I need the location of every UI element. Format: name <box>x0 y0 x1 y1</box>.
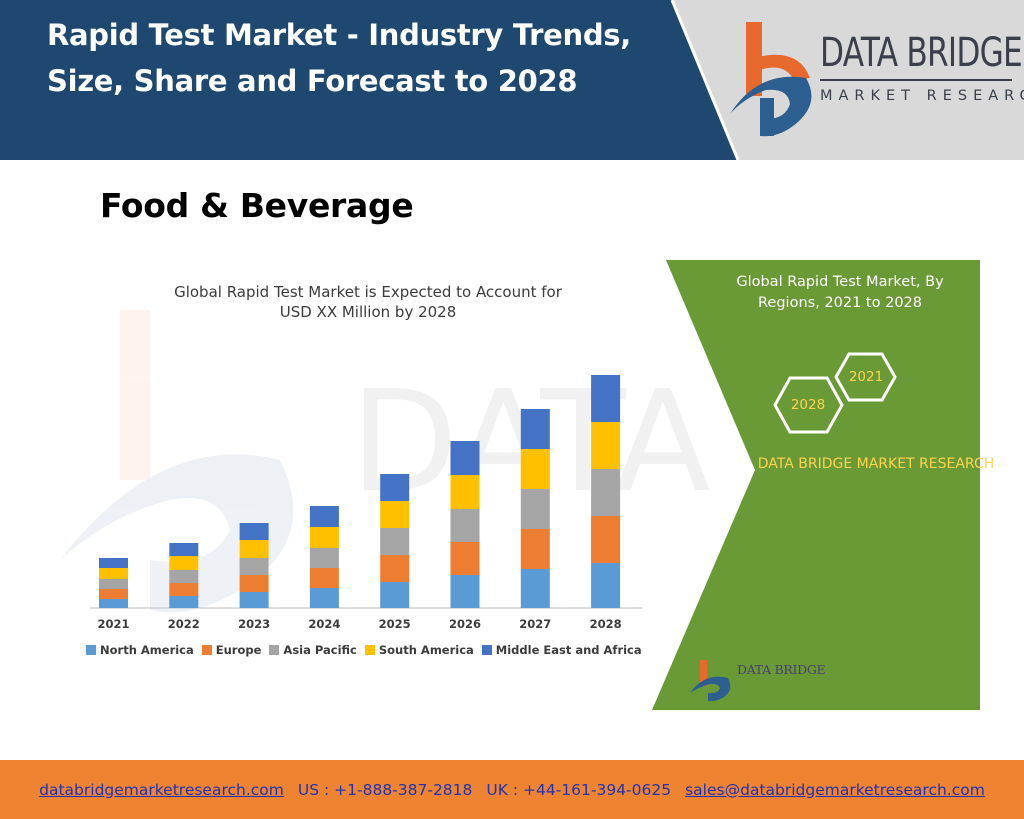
panel-title: Global Rapid Test Market, By Regions, 20… <box>736 274 944 311</box>
bar-2021-north-america <box>99 599 128 608</box>
legend-item: Middle East and Africa <box>481 643 642 657</box>
bar-2026-middle-east-and-africa <box>450 441 480 475</box>
x-tick-label: 2024 <box>308 617 341 631</box>
bar-2027-middle-east-and-africa <box>520 409 550 449</box>
legend-swatch <box>481 645 492 655</box>
panel-brand: DATA BRIDGE MARKET RESEARCH <box>757 456 995 472</box>
legend-label: Asia Pacific <box>283 643 357 657</box>
bar-2023-middle-east-and-africa <box>239 523 269 540</box>
green-panel <box>652 260 980 710</box>
bar-2025-asia-pacific <box>380 528 410 555</box>
bar-2028-europe <box>591 516 621 563</box>
infographic: DATA BRIDGE Global Rapid Test Market is … <box>40 260 994 710</box>
bar-2022-middle-east-and-africa <box>169 543 199 556</box>
legend-swatch <box>86 645 96 655</box>
bar-2023-south-america <box>239 540 269 558</box>
page-title: Rapid Test Market - Industry Trends, Siz… <box>47 18 631 98</box>
bar-2021-asia-pacific <box>99 579 128 589</box>
logo-subtitle: MARKET RESEARCH <box>820 88 1024 104</box>
legend-label: South America <box>378 643 474 657</box>
bar-2021-south-america <box>99 568 128 579</box>
x-tick-label: 2025 <box>378 617 411 631</box>
x-tick-label: 2028 <box>589 617 622 631</box>
uk-phone: UK : +44-161-394-0625 <box>486 780 672 799</box>
infographic-svg: DATA BRIDGE <box>60 260 980 710</box>
legend-label: Europe <box>215 643 262 657</box>
bar-2027-asia-pacific <box>520 489 550 529</box>
bar-2026-south-america <box>450 475 480 509</box>
bar-2027-north-america <box>520 569 550 608</box>
header-band <box>0 0 740 160</box>
bar-2026-north-america <box>450 575 480 608</box>
small-logo-text: DATA BRIDGE <box>737 662 826 677</box>
legend-label: Middle East and Africa <box>495 643 642 657</box>
bar-2027-south-america <box>520 449 550 489</box>
bar-2028-middle-east-and-africa <box>591 375 621 422</box>
header: Rapid Test Market - Industry Trends, Siz… <box>0 0 1024 160</box>
bar-2022-south-america <box>169 556 199 570</box>
bar-2023-asia-pacific <box>239 558 269 575</box>
legend-swatch <box>269 645 280 655</box>
section-title: Food & Beverage <box>100 186 414 225</box>
website-link[interactable]: databridgemarketresearch.com <box>39 780 284 799</box>
chart-legend: North America Europe Asia Pacific South Ame… <box>86 643 650 657</box>
legend-swatch <box>364 645 375 655</box>
bar-2023-europe <box>239 575 269 592</box>
bar-2025-middle-east-and-africa <box>380 474 410 501</box>
small-logo-icon <box>690 660 731 702</box>
bar-2023-north-america <box>239 592 269 608</box>
bar-2026-europe <box>450 542 480 575</box>
bar-2024-europe <box>309 568 339 588</box>
bar-2022-north-america <box>169 596 199 608</box>
bar-2024-middle-east-and-africa <box>309 506 339 527</box>
bar-2024-south-america <box>309 527 339 548</box>
legend-item: North America <box>86 643 194 657</box>
bar-2024-asia-pacific <box>309 548 339 568</box>
bar-2027-europe <box>520 529 550 569</box>
bar-2022-europe <box>169 583 199 596</box>
legend-item: South America <box>364 643 474 657</box>
hex-label-2021: 2021 <box>848 369 884 385</box>
bar-2026-asia-pacific <box>450 509 480 542</box>
legend-label: North America <box>100 643 194 657</box>
hex-label-2028: 2028 <box>790 397 826 413</box>
legend-item: Asia Pacific <box>269 643 357 657</box>
us-phone: US : +1-888-387-2818 <box>297 780 473 799</box>
bar-2024-north-america <box>309 588 339 608</box>
x-tick-label: 2022 <box>167 617 200 631</box>
bar-2022-asia-pacific <box>169 570 199 583</box>
header-blue-shape <box>0 0 738 160</box>
bars-group <box>99 375 621 608</box>
hexagon-2021 <box>834 352 897 402</box>
x-tick-label: 2023 <box>238 617 271 631</box>
x-tick-label: 2021 <box>97 617 130 631</box>
bar-2028-asia-pacific <box>591 469 621 516</box>
bar-2025-europe <box>380 555 410 582</box>
bar-2021-middle-east-and-africa <box>99 558 128 568</box>
legend-item: Europe <box>201 643 262 657</box>
logo-name: DATA BRIDGE <box>820 30 1023 76</box>
footer: databridgemarketresearch.com US : +1-888… <box>0 760 1024 819</box>
bar-2028-south-america <box>591 422 621 469</box>
x-tick-label: 2027 <box>519 617 552 631</box>
email-link[interactable]: sales@databridgemarketresearch.com <box>685 780 985 799</box>
logo-divider <box>820 79 1012 81</box>
bar-2021-europe <box>99 589 128 599</box>
bar-2025-north-america <box>380 582 410 608</box>
legend-swatch <box>201 645 212 655</box>
bar-2025-south-america <box>380 501 410 528</box>
x-tick-label: 2026 <box>448 617 481 631</box>
bar-2028-north-america <box>591 563 621 608</box>
chart-title: Global Rapid Test Market is Expected to … <box>174 283 562 321</box>
logo-icon <box>730 22 812 137</box>
hexagon-2028 <box>773 376 844 434</box>
